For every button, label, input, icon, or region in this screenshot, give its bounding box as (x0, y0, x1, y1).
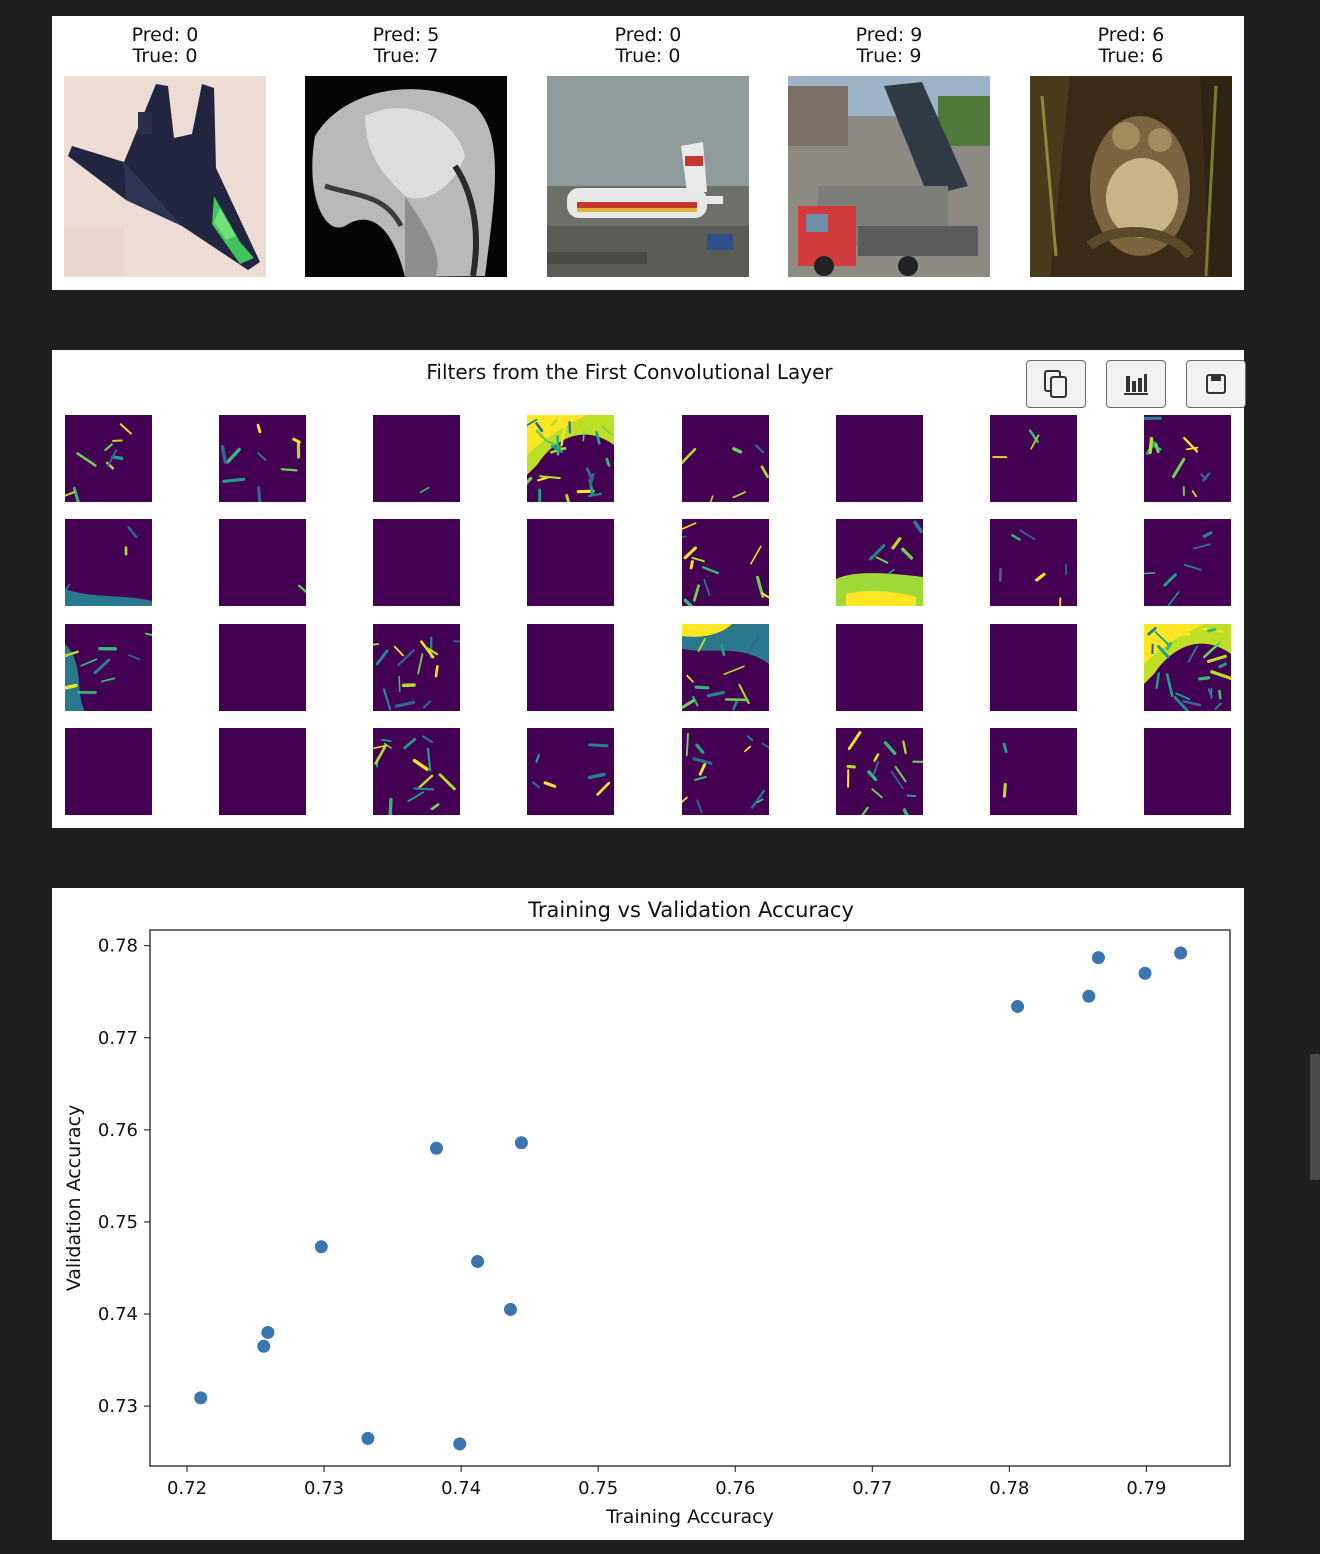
scatter-point (514, 1136, 528, 1150)
pred-label: Pred: 9 (855, 24, 923, 46)
plot-frame (149, 929, 1231, 1467)
x-tick-label: 0.74 (441, 1478, 481, 1499)
feature-map (219, 519, 306, 606)
feature-map (65, 624, 152, 711)
feature-map (373, 519, 460, 606)
feature-map (373, 728, 460, 815)
x-axis-label: Training Accuracy (605, 1506, 774, 1528)
feature-map (1144, 519, 1231, 606)
scatter-point (1174, 946, 1188, 960)
feature-map (682, 519, 769, 606)
feature-map (682, 728, 769, 815)
prediction-caption: Pred: 0 True: 0 (64, 25, 266, 67)
frog-image (1030, 76, 1232, 277)
y-tick-label: 0.75 (98, 1212, 138, 1233)
scatter-point (314, 1240, 328, 1254)
feature-map (990, 415, 1077, 502)
y-tick-label: 0.78 (98, 936, 138, 957)
feature-map (65, 519, 152, 606)
predictions-panel: Pred: 0 True: 0 Pred: 5 True: 7 (52, 16, 1244, 290)
scatter-point (261, 1325, 275, 1339)
x-tick-label: 0.77 (852, 1478, 892, 1499)
x-tick-label: 0.72 (167, 1478, 207, 1499)
feature-map (65, 415, 152, 502)
x-tick-label: 0.75 (578, 1478, 618, 1499)
prediction-caption: Pred: 5 True: 7 (305, 25, 507, 67)
chart-button[interactable] (1106, 360, 1166, 408)
scatter-point (1011, 999, 1025, 1013)
scatter-point (503, 1302, 517, 1316)
chart-title: Training vs Validation Accuracy (528, 898, 854, 922)
true-label: True: 7 (373, 45, 439, 67)
pred-label: Pred: 5 (372, 24, 440, 46)
true-label: True: 0 (615, 45, 681, 67)
x-tick-label: 0.78 (989, 1478, 1029, 1499)
y-axis-label: Validation Accuracy (63, 1105, 85, 1292)
bar-chart-icon (1124, 374, 1148, 395)
pred-label: Pred: 0 (131, 24, 199, 46)
scatter-point (361, 1431, 375, 1445)
y-tick-label: 0.76 (98, 1120, 138, 1141)
true-label: True: 9 (856, 45, 922, 67)
feature-map (373, 624, 460, 711)
prediction-caption: Pred: 9 True: 9 (788, 25, 990, 67)
feature-map (682, 624, 769, 711)
feature-map (527, 624, 614, 711)
scatter-panel: Training vs Validation Accuracy 0.72 0.73… (52, 888, 1244, 1540)
scatter-point (1138, 966, 1152, 980)
feature-map (65, 728, 152, 815)
horse-head-image (305, 76, 507, 277)
feature-map (990, 624, 1077, 711)
feature-map (836, 519, 923, 606)
save-button[interactable] (1186, 360, 1246, 408)
feature-map (1144, 415, 1231, 502)
pred-label: Pred: 0 (614, 24, 682, 46)
feature-map (836, 624, 923, 711)
scatter-point (257, 1339, 271, 1353)
filters-title: Filters from the First Convolutional Lay… (426, 360, 833, 384)
scatter-point (453, 1437, 467, 1451)
true-label: True: 0 (132, 45, 198, 67)
prediction-caption: Pred: 0 True: 0 (547, 25, 749, 67)
airliner-image (547, 76, 749, 277)
feature-map (527, 519, 614, 606)
copy-icon (1044, 370, 1067, 398)
feature-map (219, 728, 306, 815)
y-tick-label: 0.77 (98, 1028, 138, 1049)
x-tick-label: 0.79 (1126, 1478, 1166, 1499)
feature-map (1144, 728, 1231, 815)
pred-label: Pred: 6 (1097, 24, 1165, 46)
x-tick-label: 0.73 (304, 1478, 344, 1499)
scatter-chart: 0.72 0.73 0.74 0.75 0.76 0.77 0.78 0.79 0.73 0.74… (63, 929, 1231, 1528)
scrollbar[interactable] (1310, 1054, 1320, 1180)
dump-truck-image (788, 76, 990, 277)
feature-map (373, 415, 460, 502)
feature-map (682, 415, 769, 502)
y-tick-label: 0.74 (98, 1304, 138, 1325)
feature-map (527, 728, 614, 815)
scatter-point (194, 1391, 208, 1405)
feature-map (990, 728, 1077, 815)
filters-panel: Filters from the First Convolutional Lay… (52, 350, 1246, 828)
save-icon (1206, 374, 1226, 394)
feature-map (836, 728, 923, 815)
feature-map (1144, 624, 1231, 711)
feature-map (527, 415, 614, 502)
scatter-point (1091, 951, 1105, 965)
feature-map (836, 415, 923, 502)
feature-map (990, 519, 1077, 606)
scatter-point (1082, 989, 1096, 1003)
y-tick-label: 0.73 (98, 1396, 138, 1417)
prediction-caption: Pred: 6 True: 6 (1030, 25, 1232, 67)
feature-map (219, 624, 306, 711)
x-tick-label: 0.76 (715, 1478, 755, 1499)
scatter-point (471, 1255, 485, 1269)
scatter-point (429, 1141, 443, 1155)
stealth-jet-image (64, 76, 266, 277)
feature-map (219, 415, 306, 502)
true-label: True: 6 (1098, 45, 1164, 67)
copy-button[interactable] (1026, 360, 1086, 408)
